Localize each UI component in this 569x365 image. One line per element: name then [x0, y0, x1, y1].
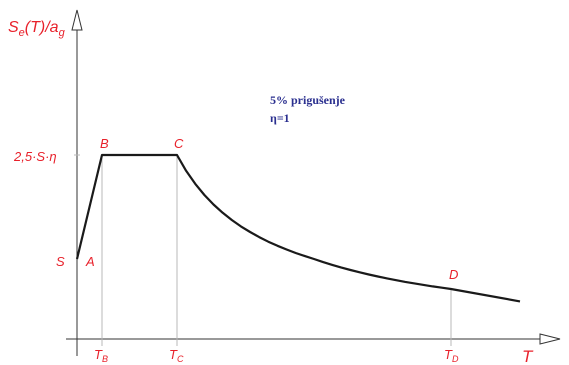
x-axis-label: T	[522, 347, 534, 365]
point-label-a: A	[85, 254, 95, 269]
x-tick-label-tc: TC	[169, 347, 184, 364]
damping-note-line-2: η=1	[270, 111, 290, 125]
y-tick-label-s: S	[56, 254, 65, 269]
y-axis-arrow	[71, 9, 83, 31]
y-axis-label: Se(T)/ag	[8, 19, 66, 39]
point-label-c: C	[174, 136, 184, 151]
spectrum-curve	[75, 153, 521, 303]
y-tick-label-plateau: 2,5·S·η	[13, 149, 57, 164]
x-axis-arrow	[539, 333, 561, 345]
damping-note-line-1: 5% prigušenje	[270, 93, 346, 107]
x-tick-label-tb: TB	[94, 347, 108, 364]
point-label-b: B	[100, 136, 109, 151]
x-tick-label-td: TD	[444, 347, 459, 364]
vertical-guide-lines	[74, 154, 452, 346]
point-label-d: D	[449, 267, 458, 282]
